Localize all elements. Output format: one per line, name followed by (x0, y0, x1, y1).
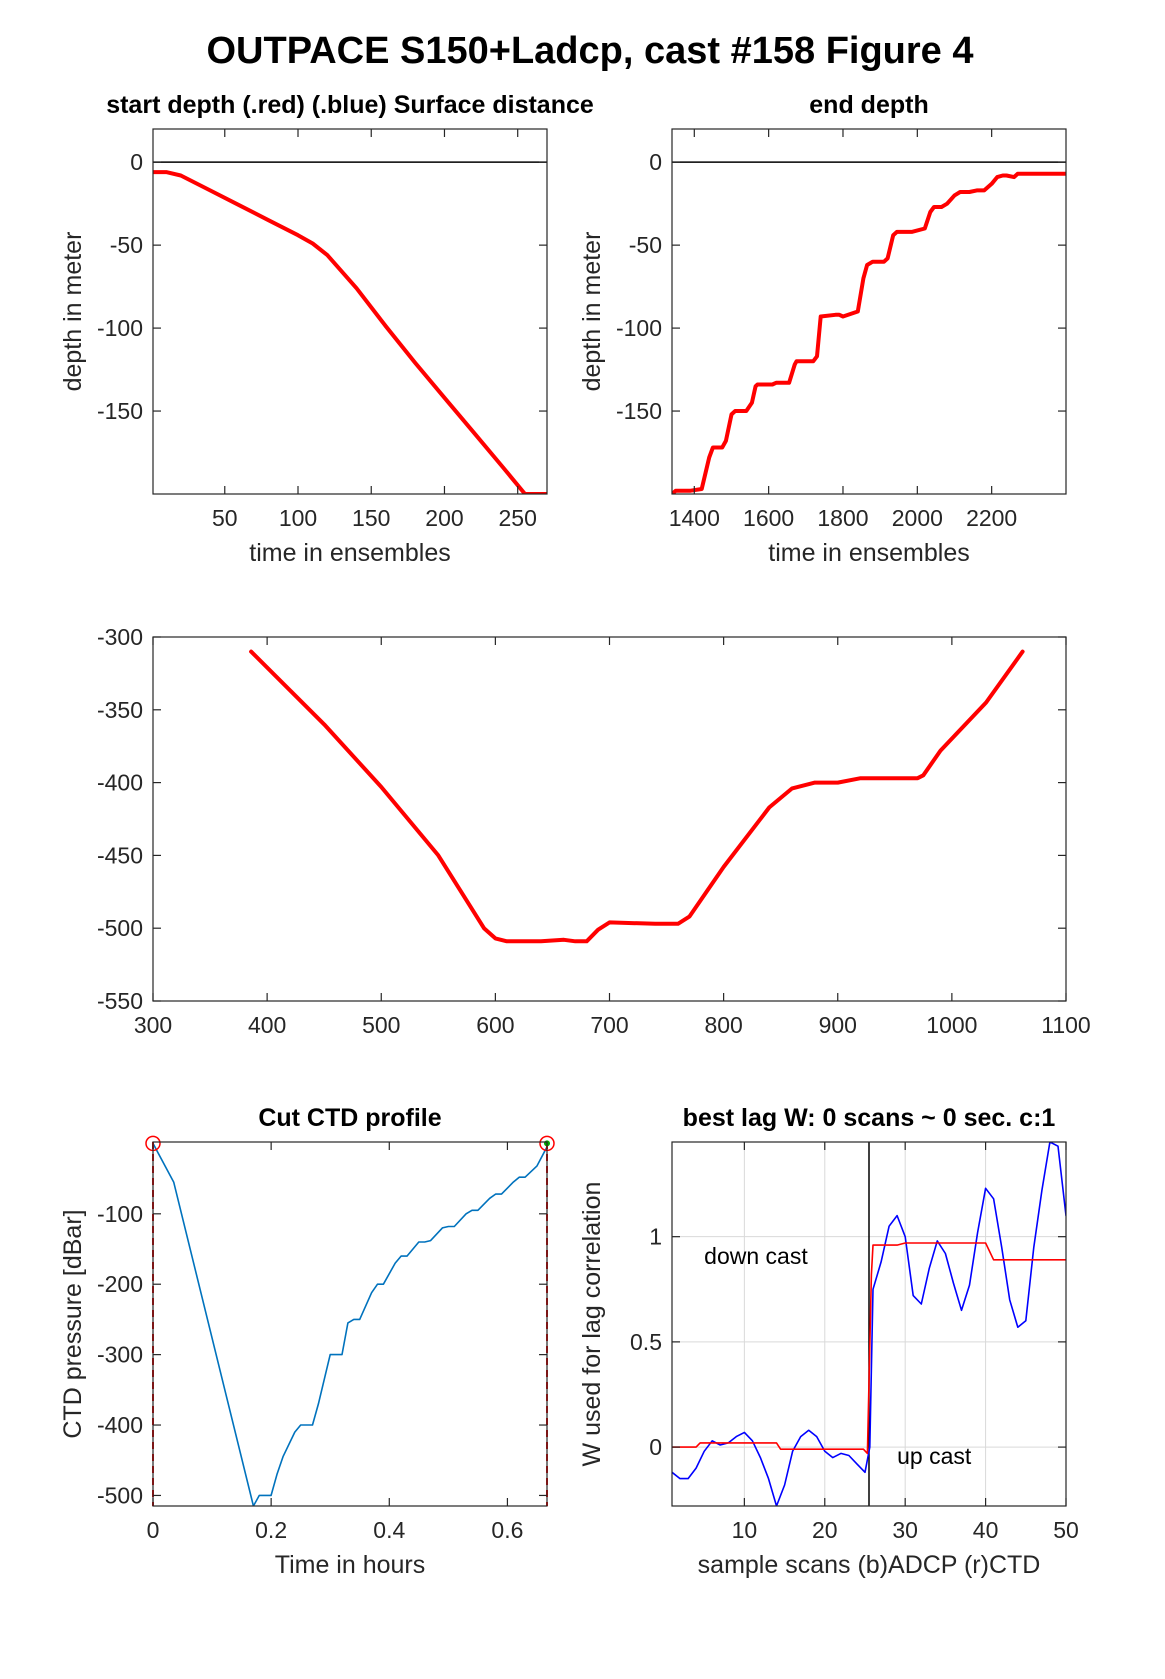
y-tick-label: 0 (130, 149, 143, 175)
plot-area-background (153, 1142, 547, 1506)
y-tick-label: 0 (649, 149, 662, 175)
start-depth-plot: 50 100 150 200 250 0 -50 -100 -150 start depth (.… (59, 91, 594, 567)
x-tick-label: 10 (732, 1517, 758, 1543)
x-tick-label: 600 (476, 1012, 514, 1038)
x-tick-label: 2200 (966, 505, 1017, 531)
y-axis-label: CTD pressure [dBar] (59, 1209, 87, 1438)
y-tick-label: -100 (97, 1201, 143, 1227)
data-series-line (249, 649, 1025, 944)
x-tick-label: 30 (892, 1517, 918, 1543)
y-tick-label: -50 (110, 232, 143, 258)
y-tick-label: -150 (616, 398, 662, 424)
figure-suptitle: OUTPACE S150+Ladcp, cast #158 Figure 4 (207, 30, 974, 72)
x-tick-label: 800 (704, 1012, 742, 1038)
x-tick-label: 0 (147, 1517, 160, 1543)
y-tick-label: -200 (97, 1271, 143, 1297)
y-tick-label: 0.5 (630, 1329, 662, 1355)
plot-title: best lag W: 0 scans ~ 0 sec. c:1 (683, 1104, 1056, 1132)
y-axis-label: depth in meter (578, 232, 606, 392)
plot-content (672, 161, 1066, 494)
plot-content (153, 161, 547, 494)
x-axis-label: sample scans (b)ADCP (r)CTD (698, 1551, 1041, 1579)
plot-area-background (153, 637, 1066, 1001)
x-tick-label: 50 (212, 505, 238, 531)
best-lag-plot: 10 20 30 40 50 0 0.5 1 best lag W: 0 scans ~ 0 s… (578, 1104, 1079, 1579)
data-series-line (672, 1142, 1066, 1506)
plot-content (672, 1142, 1066, 1506)
plot-title: start depth (.red) (.blue) Surface dista… (106, 91, 594, 119)
plot-annotation: up cast (897, 1443, 972, 1469)
y-axis-label: depth in meter (59, 232, 87, 392)
y-tick-label: 0 (649, 1434, 662, 1460)
x-tick-label: 0.4 (373, 1517, 405, 1543)
x-tick-label: 100 (279, 505, 317, 531)
y-tick-label: -450 (97, 842, 143, 868)
data-series-line (672, 171, 1066, 494)
plot-frame (152, 128, 548, 495)
y-tick-label: -500 (97, 1482, 143, 1508)
x-tick-label: 0.6 (491, 1517, 523, 1543)
data-series-line (672, 1242, 1066, 1455)
plot-title: Cut CTD profile (258, 1104, 441, 1132)
plot-frame (152, 1141, 548, 1507)
x-tick-label: 1000 (926, 1012, 977, 1038)
plot-frame (671, 128, 1067, 495)
x-tick-label: 900 (819, 1012, 857, 1038)
x-tick-label: 700 (590, 1012, 628, 1038)
middle-depth-plot: 300 400 500 600 700 800 900 1000 1100 -300 -350 -40… (97, 624, 1091, 1038)
x-tick-label: 400 (248, 1012, 286, 1038)
y-tick-label: -500 (97, 915, 143, 941)
y-axis-label: W used for lag correlation (578, 1182, 606, 1467)
x-tick-label: 150 (352, 505, 390, 531)
y-tick-label: -100 (97, 315, 143, 341)
end-depth-plot: 1400 1600 1800 2000 2200 0 -50 -100 -150 end dept… (578, 91, 1067, 567)
x-tick-label: 50 (1053, 1517, 1079, 1543)
y-tick-label: -550 (97, 988, 143, 1014)
x-tick-label: 20 (812, 1517, 838, 1543)
y-tick-label: -150 (97, 398, 143, 424)
y-tick-label: -300 (97, 624, 143, 650)
x-axis-label: Time in hours (275, 1551, 426, 1579)
x-tick-label: 250 (499, 505, 537, 531)
y-tick-label: -50 (629, 232, 662, 258)
y-tick-label: -100 (616, 315, 662, 341)
plot-frame (671, 1141, 1067, 1507)
plot-content (153, 1142, 547, 1506)
y-tick-label: -400 (97, 1412, 143, 1438)
x-tick-label: 2000 (892, 505, 943, 531)
y-tick-label: -300 (97, 1342, 143, 1368)
plot-area-background (672, 129, 1066, 494)
cut-ctd-profile-plot: 0 0.2 0.4 0.6 -100 -200 -300 -400 -500 Cut CTD pr… (59, 1104, 555, 1579)
x-tick-label: 500 (362, 1012, 400, 1038)
x-tick-label: 1400 (669, 505, 720, 531)
x-tick-label: 1600 (743, 505, 794, 531)
data-series-line (153, 1142, 547, 1506)
y-tick-label: 1 (649, 1224, 662, 1250)
plot-title: end depth (809, 91, 928, 119)
x-tick-label: 1100 (1041, 1012, 1090, 1038)
x-axis-label: time in ensembles (249, 539, 450, 567)
x-axis-label: time in ensembles (768, 539, 969, 567)
x-tick-label: 1800 (817, 505, 868, 531)
y-tick-label: -350 (97, 697, 143, 723)
x-tick-label: 200 (425, 505, 463, 531)
y-tick-label: -400 (97, 770, 143, 796)
plot-area-background (153, 129, 547, 494)
x-tick-label: 0.2 (255, 1517, 287, 1543)
x-tick-label: 40 (973, 1517, 999, 1543)
x-tick-label: 300 (134, 1012, 172, 1038)
plot-content (249, 649, 1025, 944)
data-series-line (153, 170, 547, 494)
plot-annotation: down cast (704, 1243, 808, 1269)
